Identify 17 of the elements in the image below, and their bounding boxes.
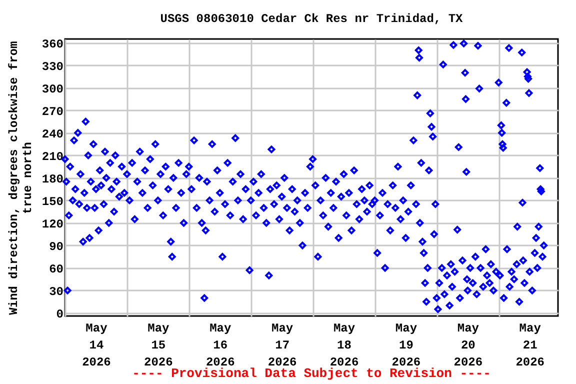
y-tick-label: 30 (49, 284, 64, 299)
x-tick-label: May 21 2026 (516, 322, 545, 370)
y-tick-label: 60 (49, 262, 64, 276)
y-tick-label: 300 (42, 82, 64, 96)
x-tick-label: May 14 2026 (82, 322, 111, 370)
y-tick-label: 210 (42, 150, 64, 164)
y-tick-label: 150 (42, 194, 64, 209)
y-axis-title: Wind direction, degrees clockwise from true north (6, 41, 35, 315)
y-tick-label: 0 (56, 307, 64, 322)
y-tick-label: 180 (42, 172, 64, 186)
chart-title: USGS 08063010 Cedar Ck Res nr Trinidad, TX (160, 12, 464, 26)
y-tick-label: 360 (42, 37, 64, 52)
y-tick-label: 330 (42, 60, 64, 74)
y-tick-label: 240 (42, 127, 64, 142)
y-tick-label: 270 (42, 104, 64, 119)
y-tick-label: 90 (49, 240, 64, 254)
y-tick-label: 120 (42, 217, 64, 232)
